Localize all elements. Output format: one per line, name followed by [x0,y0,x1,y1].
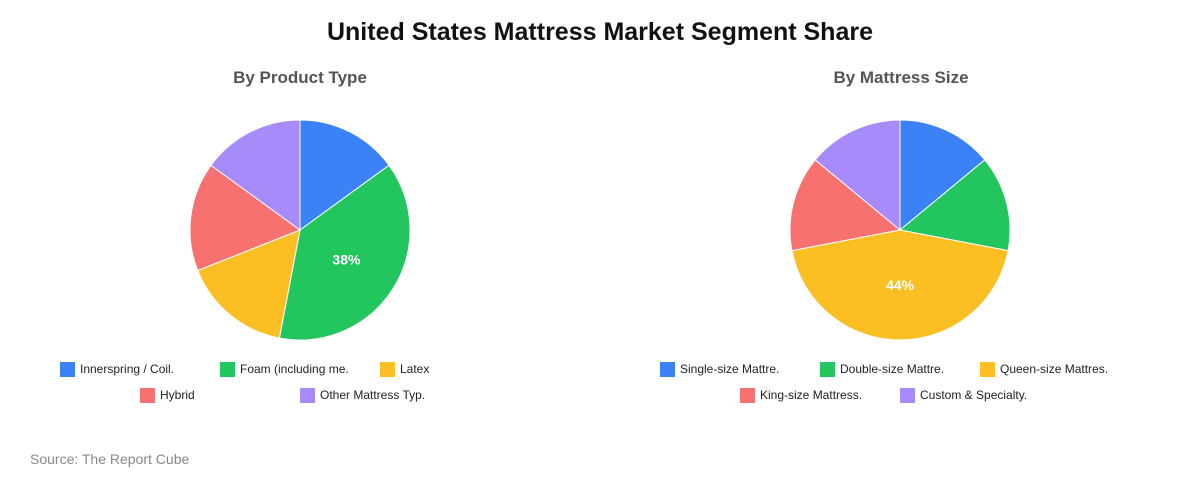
legend-swatch [660,361,675,377]
pie-title-product-type: By Product Type [233,68,367,87]
pie-data-label: 38% [332,251,361,267]
legend-swatch [380,361,395,377]
pie-chart-2: 44% [789,119,1011,341]
legend-item-queen-size-mattres[interactable]: Queen-size Mattres. [980,361,1108,377]
pie-slice-foam-including-me[interactable] [278,164,411,341]
legend-label: Single-size Mattre. [680,362,780,376]
pie-slice-custom-specialty[interactable] [814,119,901,232]
legend-item-latex[interactable]: Latex [380,361,429,377]
pie-slice-double-size-mattre[interactable] [898,159,1011,252]
pie-slice-hybrid[interactable] [189,164,302,272]
legend-swatch [140,387,155,403]
source-note: Source: The Report Cube [30,451,190,467]
legend-item-hybrid[interactable]: Hybrid [140,387,195,403]
legend-label: Queen-size Mattres. [1000,362,1109,376]
legend-label: Latex [400,362,430,376]
legend-item-innerspring-coil[interactable]: Innerspring / Coil. [60,361,174,377]
pie-data-label: 44% [886,277,915,293]
legend-item-single-size-mattre[interactable]: Single-size Mattre. [660,361,779,377]
pie-slice-single-size-mattre[interactable] [899,119,986,232]
legend-swatch [740,387,755,403]
legend-swatch [900,387,915,403]
legend-swatch [60,361,75,377]
pie-title-mattress-size: By Mattress Size [833,68,969,87]
legend-label: Other Mattress Typ. [320,388,426,402]
pie-slice-queen-size-mattres[interactable] [791,229,1009,341]
pie-slice-innerspring-coil[interactable] [299,119,390,231]
legend-swatch [300,387,315,403]
legend-swatch [980,361,995,377]
chart-title: United States Mattress Market Segment Sh… [326,18,873,46]
legend-item-double-size-mattre[interactable]: Double-size Mattre. [820,361,944,377]
legend-item-king-size-mattress[interactable]: King-size Mattress. [740,387,862,403]
legend-swatch [220,361,235,377]
legend-swatch [820,361,835,377]
legend-label: Custom & Specialty. [920,388,1028,402]
pie-slice-latex[interactable] [197,229,301,339]
legend-label: King-size Mattress. [760,388,863,402]
pie-slice-other-mattress-typ[interactable] [210,119,301,231]
pie-chart-1: 38% [189,119,411,341]
legend-label: Double-size Mattre. [840,362,945,376]
pie-slice-king-size-mattress[interactable] [789,159,902,252]
legend-label: Foam (including me. [240,362,349,376]
legend-label: Innerspring / Coil. [80,362,175,376]
legend-label: Hybrid [160,388,195,402]
legend-item-foam-including-me[interactable]: Foam (including me. [220,361,349,377]
legend-item-other-mattress-typ[interactable]: Other Mattress Typ. [300,387,425,403]
legend-item-custom-specialty[interactable]: Custom & Specialty. [900,387,1027,403]
